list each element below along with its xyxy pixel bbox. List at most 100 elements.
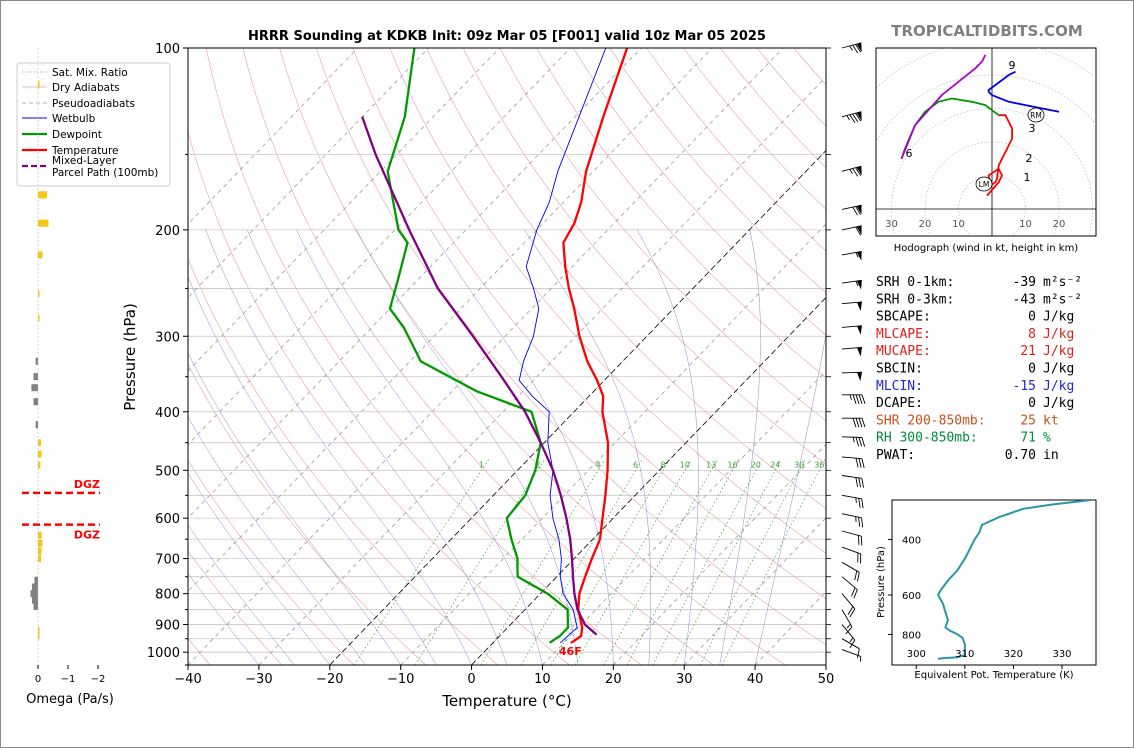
x-tick-label: 0 (467, 672, 475, 687)
barb-full (861, 437, 866, 447)
barb-full (852, 44, 859, 54)
omega-bar (38, 461, 41, 469)
x-tick-label: 40 (747, 672, 764, 687)
omega-bar (30, 590, 38, 598)
barb-half (849, 394, 852, 400)
theta-e-frame (891, 499, 1097, 666)
wind-barb (842, 394, 866, 404)
dgz-bottom-label: DGZ (74, 529, 100, 542)
isotherm (188, 48, 429, 299)
wind-barb (841, 561, 860, 582)
wind-barb (841, 250, 862, 261)
dry-adiabat (188, 459, 355, 665)
barb-full (852, 206, 858, 216)
barb-staff (841, 609, 853, 628)
mixing-ratio-line (354, 459, 489, 665)
param-label: RH 300-850mb: (876, 431, 978, 446)
barb-full (858, 458, 862, 468)
mixing-ratio-line (521, 459, 643, 665)
theta-e-x-tick-label: 320 (1004, 649, 1023, 660)
omega-bar (38, 626, 40, 634)
mixing-ratio-line (652, 459, 763, 665)
omega-bar (38, 539, 43, 547)
legend-label: Mixed-Layer (52, 155, 117, 167)
legend-label: Pseudoadiabats (52, 98, 135, 110)
legend-label: Wetbulb (52, 113, 96, 125)
barb-pennant (856, 205, 862, 215)
wind-barb (841, 638, 860, 659)
barb-pennant (856, 347, 862, 357)
pseudoadiabat (430, 229, 614, 665)
pseudoadiabat (754, 332, 826, 665)
dry-adiabat (205, 48, 642, 665)
barb-pennant (856, 325, 862, 335)
param-unit: J/kg (1043, 379, 1074, 394)
barb-full (855, 394, 860, 404)
legend-label: Dewpoint (52, 129, 102, 141)
dgz-top-label: DGZ (74, 478, 100, 491)
param-value: -39 (1013, 275, 1036, 290)
barb-full (849, 114, 856, 123)
pseudoadiabat (205, 229, 472, 665)
mixing-ratio-label: 24 (770, 460, 780, 469)
param-label: SRH 0-1km: (876, 275, 954, 290)
wind-barb (841, 609, 853, 635)
param-value: -15 (1013, 379, 1036, 394)
rm-marker (1027, 107, 1045, 123)
barb-pennant (856, 251, 862, 261)
omega-bar (32, 596, 38, 604)
hodograph-trace (986, 114, 1013, 197)
hodograph-height-label: 2 (1026, 152, 1033, 165)
chart-title: HRRR Sounding at KDKB Init: 09z Mar 05 [… (248, 29, 766, 44)
param-label: DCAPE: (876, 396, 923, 411)
omega-bar (33, 602, 38, 610)
barb-staff (841, 456, 862, 460)
barb-pennant (856, 225, 862, 235)
barb-staff (841, 371, 863, 374)
barb-full (855, 167, 862, 176)
omega-panel: 0 −1 −2 DGZ DGZ (22, 48, 105, 685)
hodograph-labels: 30 20 10 10 20 1 2 3 6 9 RM LM (885, 59, 1065, 230)
wind-barb (841, 649, 862, 662)
barb-staff (841, 561, 860, 573)
dry-adiabat (352, 48, 826, 599)
pseudoadiabat (719, 229, 761, 665)
mixing-ratio-line (699, 459, 806, 665)
mixing-ratio-line (480, 459, 606, 665)
barb-full (847, 606, 854, 615)
param-label: MLCAPE: (876, 327, 931, 342)
watermark: TROPICALTIDBITS.COM (891, 22, 1083, 40)
profile-mixed-layer-parcel-path-100mb- (361, 116, 598, 636)
profile-dewpoint (386, 48, 570, 644)
isotherm (188, 48, 571, 446)
skewt-background-lines: 1 2 4 6 8 10 13 16 20 24 30 36 (188, 48, 826, 665)
omega-x-label: Omega (Pa/s) (26, 692, 114, 707)
wind-barb (841, 456, 865, 468)
skewt-legend: Sat. Mix. Ratio Dry Adiabats Pseudoadiabat… (16, 62, 171, 187)
barb-full (855, 112, 862, 122)
param-value: 0.70 (1005, 448, 1036, 463)
barb-full (856, 648, 860, 659)
param-value: 0 (1028, 310, 1036, 325)
pseudoadiabat (188, 572, 260, 665)
skewt-y-label: Pressure (hPa) (121, 303, 139, 411)
theta-e-x-label: Equivalent Pot. Temperature (K) (914, 670, 1073, 681)
barb-half (855, 280, 859, 287)
param-unit: m²s⁻² (1043, 275, 1082, 290)
y-tick-label: 500 (155, 464, 180, 479)
omega-bar (38, 314, 40, 322)
mixing-ratio-label: 10 (680, 460, 690, 469)
mixing-ratio-label: 8 (661, 460, 666, 469)
theta-e-y-tick-label: 800 (902, 630, 921, 641)
wind-barb (841, 165, 862, 177)
theta-e-x-tick-label: 310 (955, 649, 974, 660)
param-value: 0 (1028, 396, 1036, 411)
pseudoadiabat (188, 416, 366, 665)
mixing-ratio-label: 1 (479, 460, 484, 469)
omega-bar (38, 531, 42, 539)
barb-staff (841, 42, 862, 49)
theta-e-panel: 300 310 320 330 400 600 800 (888, 500, 1092, 669)
param-value: 25 (1020, 413, 1036, 428)
legend-label: Dry Adiabats (52, 82, 120, 94)
wind-barb (841, 494, 864, 509)
